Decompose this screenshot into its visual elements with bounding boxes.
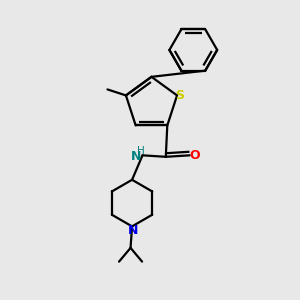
Text: H: H [137, 146, 145, 156]
Text: N: N [131, 150, 142, 163]
Text: S: S [176, 89, 184, 102]
Text: N: N [128, 224, 138, 237]
Text: O: O [190, 149, 200, 162]
